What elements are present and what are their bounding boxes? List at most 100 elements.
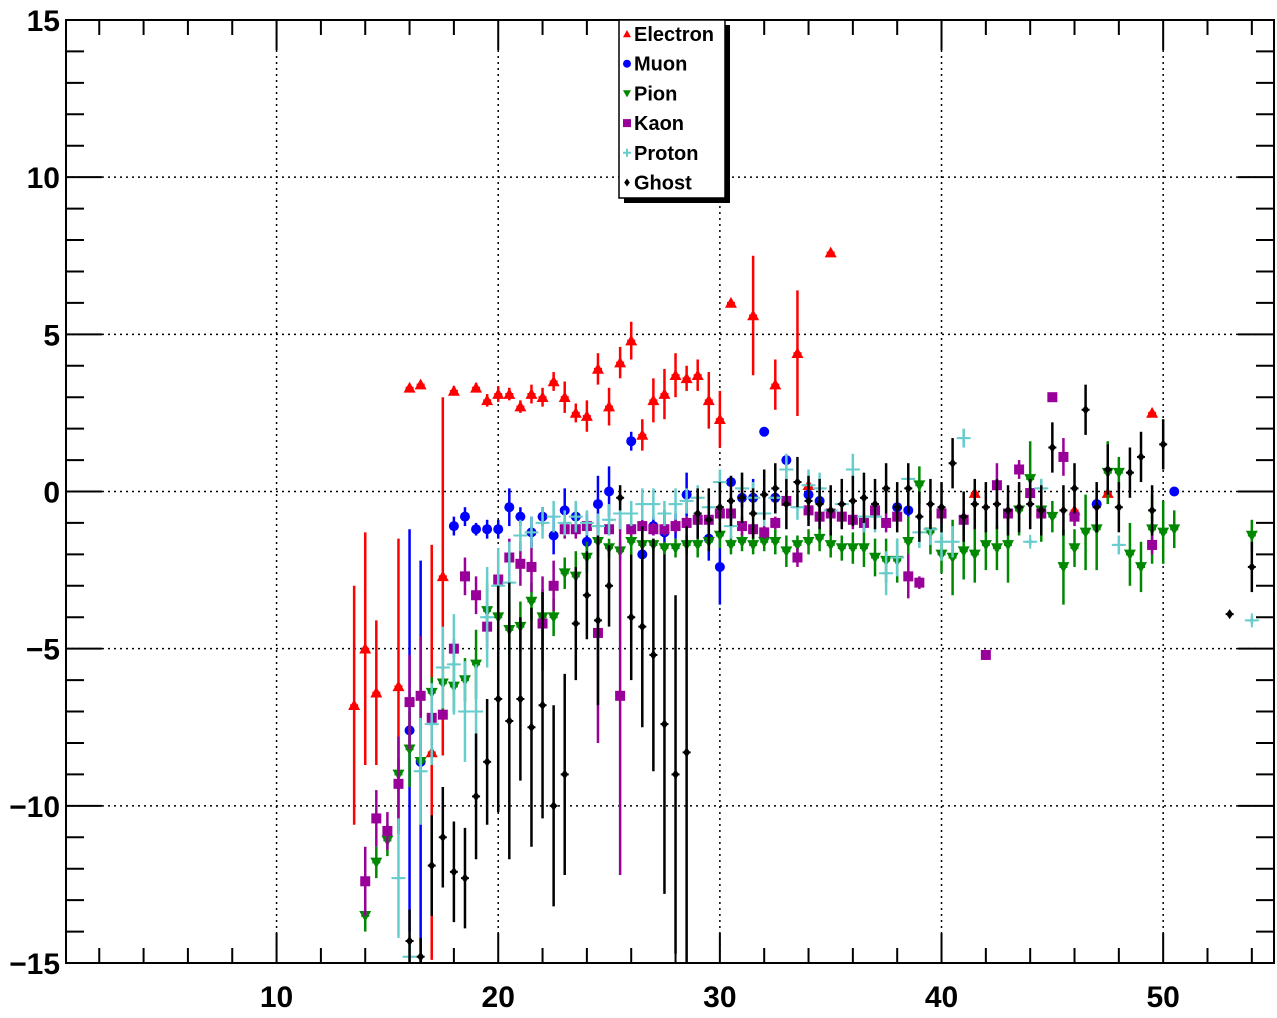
data-point xyxy=(780,546,793,558)
data-point xyxy=(980,649,991,660)
data-point xyxy=(1111,537,1126,552)
data-point xyxy=(670,521,681,532)
legend-marker-ghost xyxy=(624,178,630,187)
data-point xyxy=(1157,527,1170,539)
data-point xyxy=(713,530,726,542)
data-point xyxy=(547,375,560,387)
data-point xyxy=(902,536,915,548)
data-point xyxy=(915,511,923,522)
legend-label-electron: Electron xyxy=(634,24,714,46)
data-point xyxy=(526,561,537,572)
data-point xyxy=(680,372,693,384)
y-tick-label: −5 xyxy=(26,634,60,667)
data-point xyxy=(738,492,746,503)
legend-label-proton: Proton xyxy=(634,143,698,165)
data-point xyxy=(406,935,414,946)
data-point xyxy=(1148,505,1156,516)
data-point xyxy=(591,362,604,374)
data-point xyxy=(616,492,624,503)
data-point xyxy=(827,505,835,516)
data-point xyxy=(824,540,837,551)
data-point xyxy=(1126,467,1134,478)
data-point xyxy=(835,543,848,555)
data-point xyxy=(669,543,682,555)
data-point xyxy=(683,747,691,758)
data-point xyxy=(882,483,890,494)
x-tick-label: 30 xyxy=(703,981,736,1014)
data-point xyxy=(945,534,960,549)
data-point xyxy=(482,524,493,535)
data-point xyxy=(459,571,470,582)
data-point xyxy=(604,486,615,497)
data-point xyxy=(348,699,361,711)
data-point xyxy=(903,571,914,582)
data-point xyxy=(539,700,547,711)
data-point xyxy=(646,497,661,512)
data-point xyxy=(1115,502,1123,513)
data-point xyxy=(483,756,491,767)
data-point xyxy=(702,394,715,406)
data-point xyxy=(993,499,1001,510)
data-point xyxy=(857,543,870,555)
data-point xyxy=(879,566,894,581)
data-point xyxy=(439,832,447,843)
data-point xyxy=(359,911,372,922)
data-point xyxy=(838,499,846,510)
data-point xyxy=(638,621,646,632)
data-point xyxy=(956,431,971,446)
data-point xyxy=(494,693,502,704)
data-point xyxy=(446,657,461,672)
data-point xyxy=(669,369,682,380)
data-point xyxy=(625,536,638,548)
data-point xyxy=(658,543,671,555)
data-point xyxy=(627,612,635,623)
data-point xyxy=(546,509,561,524)
data-point xyxy=(403,381,416,393)
data-point xyxy=(626,436,637,447)
data-point xyxy=(493,524,504,535)
data-point xyxy=(515,558,526,569)
data-point xyxy=(626,524,637,535)
data-point xyxy=(749,508,757,519)
data-point xyxy=(1068,543,1081,555)
data-point xyxy=(370,686,383,698)
legend-label-pion: Pion xyxy=(634,83,677,105)
data-point xyxy=(524,525,539,540)
data-point xyxy=(792,552,803,563)
data-point xyxy=(813,533,826,545)
data-point xyxy=(415,690,426,701)
data-point xyxy=(594,615,602,626)
data-point xyxy=(960,511,968,522)
data-point xyxy=(548,530,559,541)
data-point xyxy=(536,391,549,402)
data-point xyxy=(758,536,771,548)
data-point xyxy=(660,719,668,730)
data-point xyxy=(713,413,726,425)
data-point xyxy=(759,426,770,437)
data-point xyxy=(938,502,946,513)
data-point xyxy=(770,517,781,528)
data-point xyxy=(625,334,638,346)
data-point xyxy=(913,480,926,492)
data-point xyxy=(1014,464,1025,475)
data-point xyxy=(393,778,404,789)
data-point xyxy=(1123,549,1136,561)
data-point xyxy=(527,722,535,733)
data-point xyxy=(503,388,516,399)
legend-label-muon: Muon xyxy=(634,54,687,76)
data-point xyxy=(1104,464,1112,475)
legend-marker-proton xyxy=(623,148,631,157)
data-point xyxy=(881,517,892,528)
data-point xyxy=(392,680,405,692)
data-point xyxy=(548,580,559,591)
series-electron xyxy=(348,246,1159,960)
legend-marker-kaon xyxy=(623,119,631,128)
data-point xyxy=(561,769,569,780)
data-point xyxy=(404,697,415,708)
y-tick-label: 15 xyxy=(27,5,60,38)
data-point xyxy=(736,536,749,548)
data-point xyxy=(370,857,383,869)
data-point xyxy=(668,497,683,512)
x-tick-label: 10 xyxy=(260,981,293,1014)
data-point xyxy=(461,873,469,884)
